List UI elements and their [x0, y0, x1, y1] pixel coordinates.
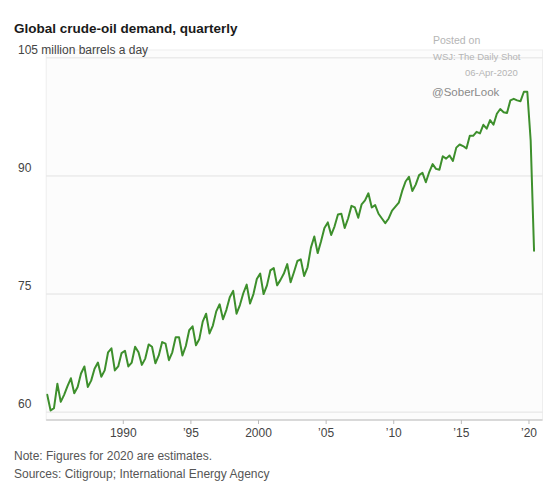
y-tick-label: 60: [18, 397, 32, 411]
x-tick: [393, 420, 394, 424]
y-tick-label: 105 million barrels a day: [18, 43, 148, 57]
y-tick-label: 75: [18, 279, 32, 293]
title: Global crude-oil demand, quarterly: [14, 21, 238, 36]
note: Note: Figures for 2020 are estimates.: [14, 449, 212, 463]
x-tick: [258, 420, 259, 424]
grid-line: [46, 412, 542, 413]
background: [0, 0, 556, 496]
x-tick: [123, 420, 124, 424]
x-tick: [326, 420, 327, 424]
x-tick: [190, 420, 191, 424]
annotation: @SoberLook: [432, 86, 500, 98]
data-group: [47, 92, 534, 411]
chart: Global crude-oil demand, quarterly 60 75 90…: [0, 0, 556, 496]
x-tick-label: ’05: [318, 426, 334, 440]
demand-line: [47, 92, 534, 411]
source: Sources: Citigroup; International Energy…: [14, 467, 269, 481]
x-tick-label: 2000: [245, 426, 272, 440]
annotation: WSJ: The Daily Shot: [433, 51, 521, 62]
x-tick-label: ’20: [521, 426, 537, 440]
y-tick-label: 90: [18, 161, 32, 175]
x-tick: [528, 420, 529, 424]
plot-frame: [46, 50, 542, 420]
annotation: 06-Apr-2020: [465, 67, 518, 78]
x-tick-label: ’95: [183, 426, 199, 440]
grid-line: [46, 175, 542, 176]
x-tick-label: ’15: [453, 426, 469, 440]
annotation: Posted on: [433, 34, 480, 46]
grid-line: [46, 294, 542, 295]
x-tick: [461, 420, 462, 424]
x-tick-label: ’10: [386, 426, 402, 440]
x-tick-label: 1990: [110, 426, 137, 440]
x-axis: [46, 420, 542, 421]
